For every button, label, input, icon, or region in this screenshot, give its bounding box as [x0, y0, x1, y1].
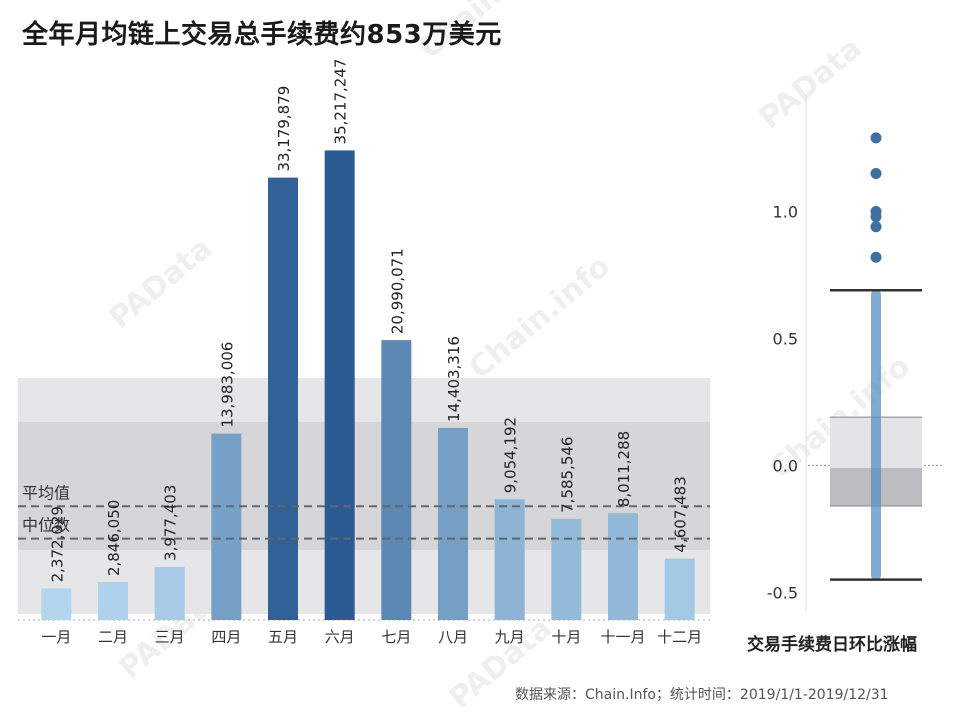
box-y-tick-label: -0.5 [767, 583, 798, 602]
outlier-point [870, 211, 882, 223]
bar [154, 566, 185, 620]
box-body [830, 288, 922, 581]
box-y-tick-label: 0.0 [773, 456, 798, 475]
bar-value-label: 9,054,192 [502, 417, 520, 493]
bar-value-label: 3,977,403 [162, 485, 180, 561]
x-tick-label: 十月 [551, 628, 581, 646]
box-y-tick-label: 0.5 [773, 329, 798, 348]
data-point-strip [871, 290, 881, 580]
reference-bands [18, 378, 710, 621]
x-tick-label: 十一月 [600, 628, 645, 646]
bar-value-label: 8,011,288 [615, 431, 633, 507]
bar-value-labels: 2,372,029 2,846,050 3,977,403 13,983,006 33,… [48, 59, 689, 583]
x-tick-label: 九月 [495, 628, 525, 646]
outlier-point [870, 132, 882, 144]
outlier-point [870, 167, 882, 179]
bar-value-label: 20,990,071 [388, 248, 406, 334]
x-tick-label: 七月 [381, 628, 411, 646]
box-y-tick-label: 1.0 [773, 203, 798, 222]
inner-band [18, 422, 710, 550]
bar [494, 499, 525, 620]
bar [324, 150, 355, 620]
bar [268, 177, 298, 620]
x-tick-label: 十二月 [657, 628, 702, 646]
bar-value-label: 4,607,483 [672, 476, 690, 552]
x-tick-label: 二月 [98, 628, 128, 646]
bar-series [41, 150, 695, 620]
bar [41, 588, 72, 620]
reference-line-label: 平均值 [22, 483, 70, 502]
reference-line-label: 中位数 [22, 516, 70, 535]
box-y-axis: 1.0 0.5 0.0 -0.5 交易手续费日环比涨幅 [747, 95, 944, 655]
chart-title: 全年月均链上交易总手续费约853万美元 [22, 20, 502, 50]
outlier-point [870, 221, 882, 233]
box-outliers [870, 132, 882, 263]
x-tick-label: 三月 [155, 628, 185, 646]
x-tick-label: 四月 [211, 628, 241, 646]
outlier-point [870, 251, 882, 263]
bar-value-label: 7,585,546 [558, 437, 576, 513]
bar-value-label: 13,983,006 [218, 342, 236, 428]
bar [551, 518, 582, 620]
x-tick-label: 六月 [325, 628, 355, 646]
x-tick-label: 一月 [41, 628, 71, 646]
bar [381, 340, 412, 620]
bar-value-label: 2,372,029 [48, 506, 66, 582]
box-x-label: 交易手续费日环比涨幅 [747, 634, 917, 655]
bar-value-label: 33,179,879 [275, 86, 293, 172]
bar-value-label: 2,846,050 [105, 500, 123, 576]
bar [438, 427, 468, 620]
x-tick-label: 五月 [268, 628, 298, 646]
x-axis-ticks: 一月 二月 三月 四月 五月 六月 七月 八月 九月 十月 十一月 十二月 [41, 628, 702, 646]
bar [211, 433, 242, 620]
bar [98, 582, 128, 620]
x-tick-label: 八月 [438, 628, 468, 646]
bar [608, 513, 638, 620]
bar-value-label: 35,217,247 [332, 59, 350, 145]
bar [664, 558, 695, 620]
data-source-note: 数据来源：Chain.Info；统计时间：2019/1/1-2019/12/31 [515, 687, 889, 703]
bar-value-label: 14,403,316 [445, 336, 463, 422]
